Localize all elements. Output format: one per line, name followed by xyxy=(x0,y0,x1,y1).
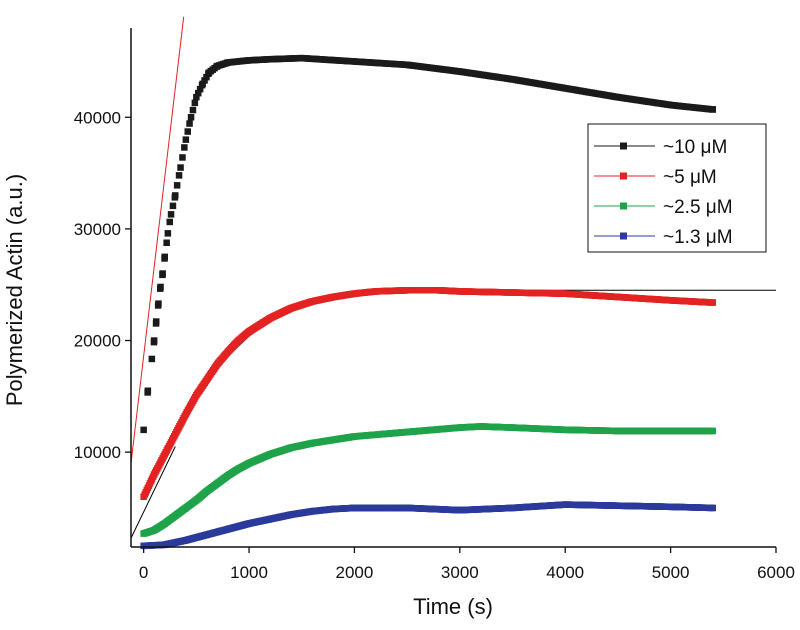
data-point xyxy=(189,106,197,114)
legend-label: ~10 μM xyxy=(663,137,727,158)
series-2 xyxy=(140,423,716,537)
series-3 xyxy=(140,501,716,550)
legend-box xyxy=(587,123,767,253)
x-tick-label: 2000 xyxy=(336,563,374,582)
data-point xyxy=(157,283,164,291)
x-axis-label: Time (s) xyxy=(413,594,493,619)
data-point xyxy=(187,114,195,121)
data-point xyxy=(193,93,200,101)
data-point xyxy=(163,239,170,246)
data-point xyxy=(709,504,716,512)
data-point xyxy=(182,136,190,143)
data-point xyxy=(169,202,177,210)
data-point xyxy=(148,355,156,363)
data-point xyxy=(161,253,168,261)
data-point xyxy=(196,85,204,93)
legend-marker xyxy=(620,142,627,150)
data-point xyxy=(709,106,716,113)
fit-line xyxy=(130,16,185,464)
data-point xyxy=(709,299,716,306)
data-point xyxy=(167,211,175,218)
data-point xyxy=(203,73,210,81)
data-point xyxy=(150,337,158,344)
legend-label: ~5 μM xyxy=(663,167,717,188)
series-1 xyxy=(140,287,716,500)
x-tick-label: 4000 xyxy=(546,563,584,582)
series-0 xyxy=(140,54,716,434)
data-point xyxy=(153,318,160,325)
data-point xyxy=(144,387,152,394)
legend-marker xyxy=(620,232,627,240)
data-point xyxy=(140,426,147,434)
data-point xyxy=(184,128,191,135)
data-point xyxy=(173,182,181,189)
y-tick-label: 20000 xyxy=(74,332,121,351)
data-point xyxy=(199,80,206,88)
x-tick-label: 3000 xyxy=(441,563,479,582)
y-tick-label: 40000 xyxy=(74,108,121,127)
legend-label: ~1.3 μM xyxy=(663,227,733,248)
data-point xyxy=(201,77,208,84)
y-axis-label: Polymerized Actin (a.u.) xyxy=(2,174,27,406)
data-point xyxy=(186,120,193,127)
data-point xyxy=(179,154,186,161)
data-point xyxy=(164,230,172,237)
data-point xyxy=(175,172,183,179)
data-series xyxy=(140,54,716,550)
data-point xyxy=(191,99,199,107)
x-tick-label: 1000 xyxy=(230,563,268,582)
data-point xyxy=(177,164,184,171)
data-point xyxy=(159,270,166,277)
legend-marker xyxy=(620,172,627,180)
data-point xyxy=(709,427,716,435)
data-point xyxy=(172,192,179,199)
data-point xyxy=(155,300,162,307)
x-tick-label: 5000 xyxy=(652,563,690,582)
y-tick-label: 30000 xyxy=(74,220,121,239)
data-point xyxy=(195,89,202,97)
y-tick-label: 10000 xyxy=(74,443,121,462)
x-tick-label: 6000 xyxy=(757,563,795,582)
fit-line xyxy=(130,446,176,539)
ticks: 0 1000 2000 3000 4000 5000 6000 10000 20000 30000… xyxy=(74,108,795,582)
data-point xyxy=(181,144,188,151)
legend-marker xyxy=(620,202,627,210)
axes xyxy=(130,28,776,548)
fit-lines xyxy=(130,16,776,539)
data-point xyxy=(166,218,173,226)
legend-label: ~2.5 μM xyxy=(663,197,733,218)
legend: ~10 μM ~5 μM ~2.5 μM ~1.3 μM xyxy=(587,123,767,253)
x-tick-label: 0 xyxy=(139,563,148,582)
